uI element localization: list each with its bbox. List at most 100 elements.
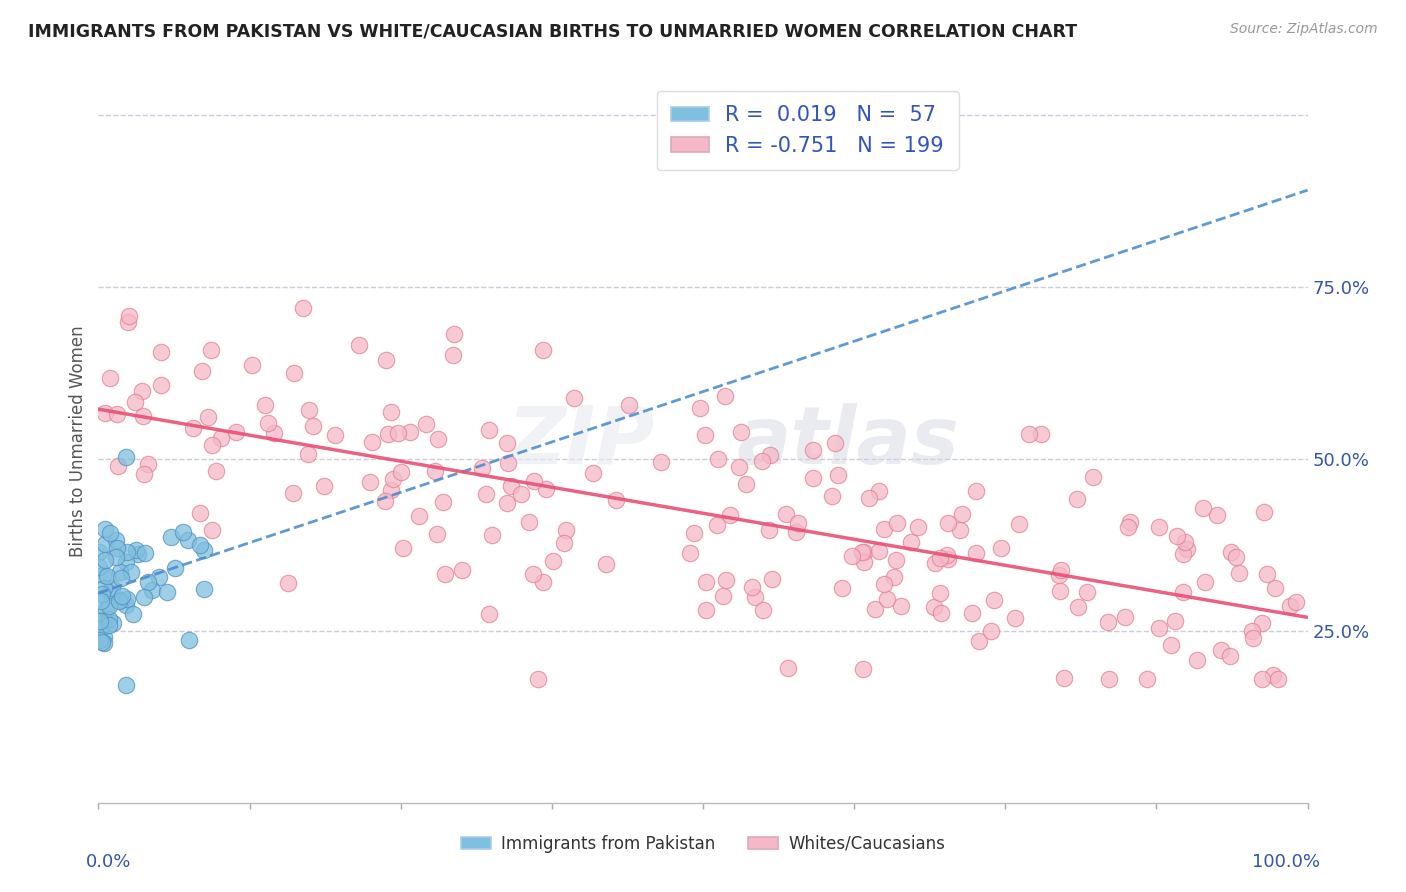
Point (689, 401, 711, 416)
Point (117, 315, 139, 329)
Point (990, 541, 1012, 555)
Point (965, 483, 987, 498)
Point (263, 425, 285, 440)
Point (380, 483, 402, 497)
Point (148, 570, 170, 584)
Point (868, 544, 890, 558)
Point (679, 546, 702, 560)
Point (96, 568, 118, 582)
Point (94, 522, 117, 536)
Point (922, 600, 945, 615)
Point (177, 533, 200, 548)
Point (1098, 672, 1121, 686)
Point (1114, 610, 1136, 624)
Point (1209, 643, 1232, 657)
Point (1220, 545, 1243, 559)
Point (876, 592, 898, 607)
Point (1119, 515, 1142, 529)
Point (714, 573, 737, 587)
Point (98, 585, 121, 599)
Point (89, 560, 111, 574)
Point (983, 593, 1005, 607)
Point (758, 448, 780, 462)
Point (93, 537, 115, 551)
Point (1225, 549, 1247, 564)
Point (105, 541, 128, 555)
Point (87, 545, 110, 559)
Point (824, 435, 846, 450)
Point (852, 555, 875, 569)
Point (93, 581, 115, 595)
Point (1149, 621, 1171, 635)
Point (292, 301, 315, 315)
Point (301, 418, 323, 433)
Point (785, 524, 807, 539)
Point (1173, 548, 1195, 562)
Point (562, 391, 585, 405)
Point (190, 364, 212, 378)
Point (851, 544, 873, 558)
Point (948, 523, 970, 537)
Point (714, 389, 737, 403)
Point (761, 573, 783, 587)
Point (776, 661, 799, 675)
Point (98, 599, 121, 613)
Text: atlas: atlas (737, 402, 959, 481)
Point (120, 565, 142, 579)
Point (377, 427, 399, 442)
Point (965, 546, 987, 560)
Point (201, 438, 224, 452)
Point (509, 487, 531, 501)
Point (980, 624, 1002, 639)
Legend: Immigrants from Pakistan, Whites/Caucasians: Immigrants from Pakistan, Whites/Caucasi… (454, 828, 952, 860)
Point (94, 602, 117, 616)
Point (181, 421, 204, 435)
Point (392, 541, 415, 556)
Point (555, 523, 578, 537)
Point (650, 455, 672, 469)
Point (929, 550, 952, 565)
Point (425, 465, 447, 479)
Point (408, 509, 430, 524)
Point (312, 479, 335, 493)
Point (93, 636, 115, 650)
Point (209, 431, 232, 445)
Point (108, 594, 131, 608)
Point (693, 428, 716, 442)
Point (225, 425, 247, 439)
Point (441, 348, 464, 362)
Point (1263, 668, 1285, 682)
Point (443, 327, 465, 342)
Point (426, 432, 449, 446)
Text: 100.0%: 100.0% (1251, 854, 1320, 871)
Point (1049, 564, 1071, 578)
Point (197, 409, 219, 424)
Point (1251, 672, 1274, 686)
Point (852, 662, 875, 676)
Point (1097, 615, 1119, 629)
Point (1018, 426, 1040, 441)
Point (744, 591, 766, 605)
Point (104, 533, 127, 548)
Point (886, 516, 908, 530)
Point (1053, 671, 1076, 685)
Point (426, 526, 449, 541)
Point (389, 466, 412, 480)
Point (706, 452, 728, 467)
Point (907, 520, 929, 534)
Point (1149, 520, 1171, 534)
Point (531, 574, 554, 589)
Point (821, 489, 844, 503)
Point (498, 456, 520, 470)
Point (110, 571, 132, 585)
Point (1279, 599, 1302, 614)
Point (475, 487, 498, 501)
Point (101, 581, 124, 595)
Point (93, 630, 115, 644)
Point (387, 426, 409, 441)
Point (786, 516, 808, 530)
Point (1251, 615, 1274, 630)
Point (929, 586, 952, 600)
Point (751, 454, 773, 468)
Point (200, 343, 222, 358)
